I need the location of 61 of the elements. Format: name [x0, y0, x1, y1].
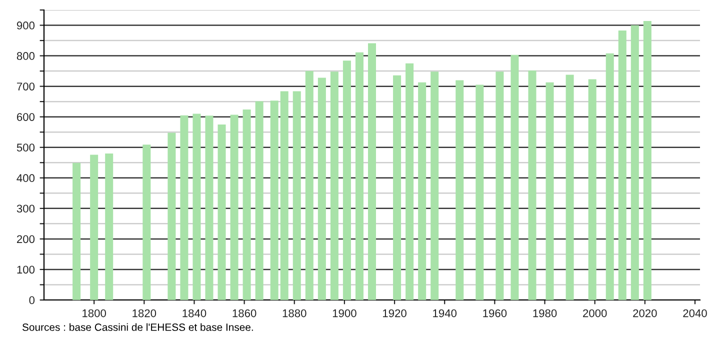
source-note: Sources : base Cassini de l'EHESS et base Insee.: [22, 323, 253, 331]
bar: [180, 115, 188, 300]
bar: [142, 144, 151, 300]
x-tick-label: 1960: [483, 309, 507, 318]
bar: [255, 101, 264, 300]
y-tick-label: 500: [16, 144, 35, 152]
x-tick-label: 2020: [633, 309, 657, 318]
x-tick-label: 1820: [132, 309, 156, 318]
bar: [546, 82, 554, 300]
bar: [476, 84, 484, 300]
bar: [393, 75, 402, 300]
bar: [168, 132, 176, 300]
x-tick-label: 1840: [182, 309, 206, 318]
y-tick-label: 600: [17, 113, 35, 121]
bar: [368, 43, 376, 300]
x-tick-label: 1880: [282, 309, 306, 318]
bar: [528, 70, 536, 300]
bar: [205, 116, 214, 300]
y-tick-label: 900: [16, 22, 35, 30]
bar: [270, 100, 278, 300]
bar: [430, 72, 439, 300]
bar: [105, 153, 114, 300]
x-tick-label: 1920: [383, 309, 406, 318]
bar: [318, 78, 326, 300]
x-tick-label: 1860: [232, 309, 256, 318]
bar: [566, 74, 574, 300]
y-tick-label: 0: [29, 296, 35, 304]
x-tick-label: 1900: [332, 309, 356, 318]
bar: [496, 72, 504, 300]
bar: [630, 25, 639, 300]
y-tick-label: 200: [16, 235, 35, 244]
bar: [192, 114, 201, 300]
y-tick-label: 800: [16, 52, 35, 60]
bar: [292, 91, 301, 300]
bar: [643, 20, 652, 300]
x-tick-label: 1940: [433, 309, 457, 318]
bar: [218, 124, 226, 300]
x-tick-label: 2040: [683, 309, 707, 318]
bar: [230, 114, 238, 300]
x-tick-label: 2000: [583, 309, 607, 318]
bar: [330, 72, 338, 300]
y-tick-label: 700: [17, 82, 35, 90]
bar: [406, 63, 414, 300]
bar: [305, 71, 314, 300]
bar: [606, 53, 614, 300]
bar: [342, 60, 351, 300]
bar: [72, 162, 81, 300]
bar: [90, 154, 98, 300]
y-tick-label: 100: [17, 266, 35, 274]
bar: [456, 80, 464, 300]
y-tick-label: 400: [16, 174, 35, 182]
bar: [418, 82, 426, 300]
bar: [618, 30, 626, 300]
bar: [588, 79, 596, 300]
x-tick-label: 1800: [82, 309, 106, 318]
y-tick-label: 300: [16, 204, 35, 213]
x-tick-label: 1980: [533, 309, 557, 318]
bar: [280, 91, 288, 300]
bar: [510, 54, 519, 300]
bar: [355, 52, 364, 300]
bar: [242, 110, 251, 300]
